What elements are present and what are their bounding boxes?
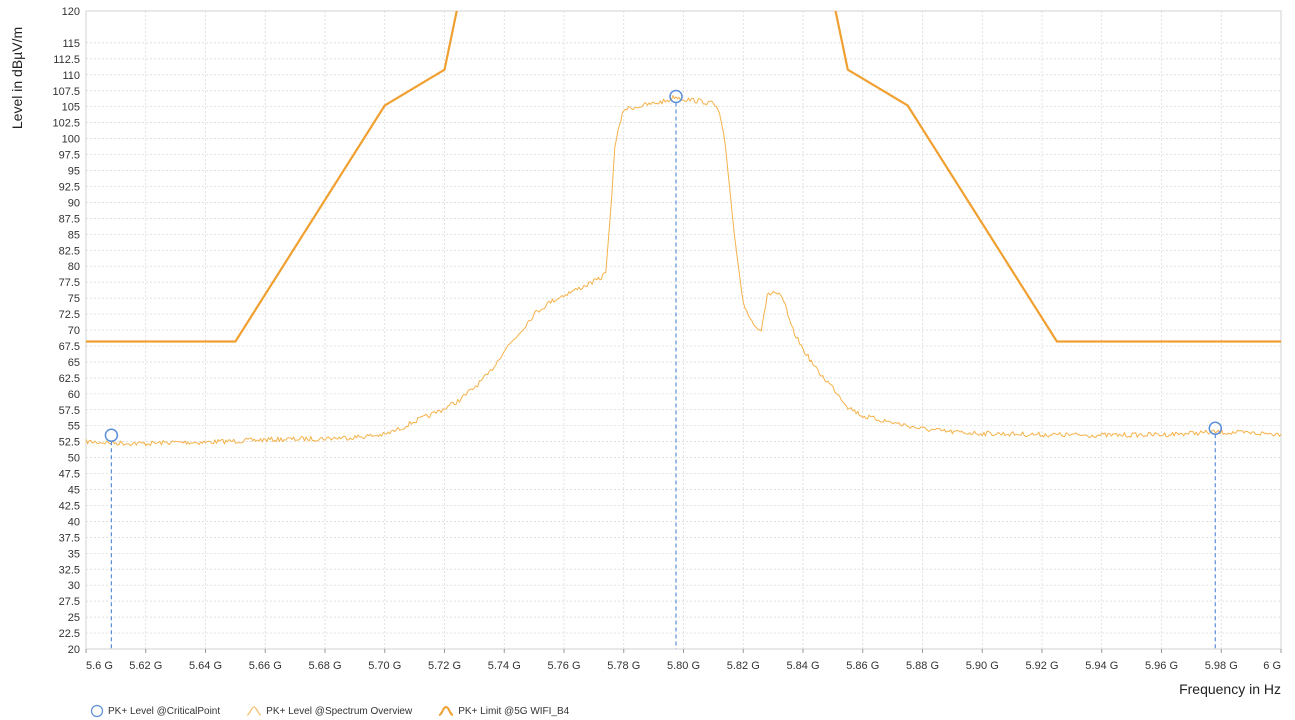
critical-point-marker bbox=[104, 428, 119, 443]
y-tick-label: 35 bbox=[68, 548, 80, 560]
y-tick-label: 95 bbox=[68, 166, 80, 178]
y-tick-label: 57.5 bbox=[59, 405, 80, 417]
y-tick-label: 42.5 bbox=[59, 500, 80, 512]
x-tick-label: 5.64 G bbox=[189, 660, 222, 672]
x-tick-label: 5.88 G bbox=[906, 660, 939, 672]
y-tick-label: 97.5 bbox=[59, 150, 80, 162]
x-tick-label: 5.90 G bbox=[966, 660, 999, 672]
grid-lines bbox=[85, 10, 1282, 650]
y-tick-label: 115 bbox=[62, 38, 80, 50]
legend-label-limit: PK+ Limit @5G WIFI_B4 bbox=[458, 705, 570, 717]
x-tick-label: 6 G bbox=[1263, 660, 1281, 672]
y-tick-label: 20 bbox=[68, 644, 80, 656]
y-tick-label: 65 bbox=[68, 357, 80, 369]
y-tick-label: 45 bbox=[68, 485, 80, 497]
y-tick-label: 50 bbox=[68, 453, 80, 465]
y-tick-label: 110 bbox=[62, 70, 80, 82]
y-tick-label: 25 bbox=[68, 612, 80, 624]
critical-point-marker bbox=[669, 89, 683, 104]
y-tick-label: 40 bbox=[68, 516, 80, 528]
x-tick-label: 5.68 G bbox=[308, 660, 341, 672]
y-tick-label: 112.5 bbox=[53, 54, 80, 66]
y-tick-label: 90 bbox=[68, 197, 80, 209]
legend-item-spectrum-overview: PK+ Level @Spectrum Overview bbox=[246, 704, 412, 718]
y-tick-label: 100 bbox=[62, 134, 80, 146]
x-tick-label: 5.66 G bbox=[249, 660, 282, 672]
y-tick-label: 87.5 bbox=[59, 213, 80, 225]
legend-label-spectrum-overview: PK+ Level @Spectrum Overview bbox=[266, 705, 413, 717]
y-tick-label: 52.5 bbox=[59, 437, 80, 449]
circle-marker-icon bbox=[90, 704, 104, 718]
y-tick-label: 85 bbox=[68, 229, 80, 241]
wave-line-bold-icon bbox=[438, 705, 454, 716]
y-tick-label: 37.5 bbox=[59, 532, 80, 544]
y-tick-label: 107.5 bbox=[52, 86, 80, 98]
y-tick-label: 77.5 bbox=[59, 277, 80, 289]
y-tick-label: 105 bbox=[62, 102, 80, 114]
spectrum-trace bbox=[86, 95, 1281, 447]
y-tick-label: 55 bbox=[68, 421, 80, 433]
x-tick-label: 5.82 G bbox=[727, 660, 760, 672]
x-tick-label: 5.96 G bbox=[1145, 660, 1178, 672]
x-tick-label: 5.62 G bbox=[129, 660, 162, 672]
y-tick-label: 32.5 bbox=[59, 564, 80, 576]
legend-item-critical-point: PK+ Level @CriticalPoint bbox=[90, 704, 220, 718]
x-axis-ticks: 5.6 G 5.62 G 5.64 G 5.66 G 5.68 G 5.70 G 5.72 … bbox=[85, 649, 1282, 672]
x-tick-label: 5.92 G bbox=[1025, 660, 1058, 672]
critical-point-marker bbox=[1208, 421, 1223, 436]
y-tick-label: 47.5 bbox=[59, 469, 80, 481]
x-tick-label: 5.74 G bbox=[488, 660, 521, 672]
y-tick-label: 75 bbox=[68, 293, 80, 305]
x-tick-label: 5.86 G bbox=[846, 660, 879, 672]
y-tick-label: 120 bbox=[62, 6, 80, 18]
x-tick-label: 5.80 G bbox=[667, 660, 700, 672]
x-tick-label: 5.78 G bbox=[607, 660, 640, 672]
y-tick-label: 30 bbox=[68, 580, 80, 592]
legend-label-critical-point: PK+ Level @CriticalPoint bbox=[108, 705, 221, 717]
x-tick-label: 5.94 G bbox=[1085, 660, 1118, 672]
y-tick-label: 92.5 bbox=[59, 181, 80, 193]
y-tick-label: 67.5 bbox=[59, 341, 80, 353]
y-tick-label: 60 bbox=[68, 389, 80, 401]
y-tick-label: 22.5 bbox=[59, 628, 80, 640]
x-tick-label: 5.72 G bbox=[428, 660, 461, 672]
limit-line bbox=[86, 11, 1281, 343]
y-axis-ticks: 20 22.5 25 27.5 30 32.5 35 37.5 40 42.5 45 47.5 50 52… bbox=[52, 6, 80, 656]
y-tick-label: 27.5 bbox=[59, 596, 80, 608]
legend-item-limit: PK+ Limit @5G WIFI_B4 bbox=[438, 704, 569, 718]
y-tick-label: 80 bbox=[68, 261, 80, 273]
x-tick-label: 5.70 G bbox=[368, 660, 401, 672]
series-layer bbox=[86, 11, 1281, 649]
y-axis-title: Level in dBµV/m bbox=[9, 27, 25, 129]
x-tick-label: 5.98 G bbox=[1205, 660, 1238, 672]
wave-line-icon bbox=[247, 706, 262, 716]
x-tick-label: 5.84 G bbox=[786, 660, 819, 672]
legend: PK+ Level @CriticalPoint PK+ Level @Spec… bbox=[90, 703, 595, 719]
y-tick-label: 70 bbox=[68, 325, 80, 337]
x-tick-label: 5.6 G bbox=[86, 660, 113, 672]
x-axis-title: Frequency in Hz bbox=[1179, 681, 1281, 697]
y-tick-label: 82.5 bbox=[59, 245, 80, 257]
x-tick-label: 5.76 G bbox=[547, 660, 580, 672]
y-tick-label: 72.5 bbox=[59, 309, 80, 321]
y-tick-label: 62.5 bbox=[59, 373, 80, 385]
y-tick-label: 102.5 bbox=[52, 118, 80, 130]
